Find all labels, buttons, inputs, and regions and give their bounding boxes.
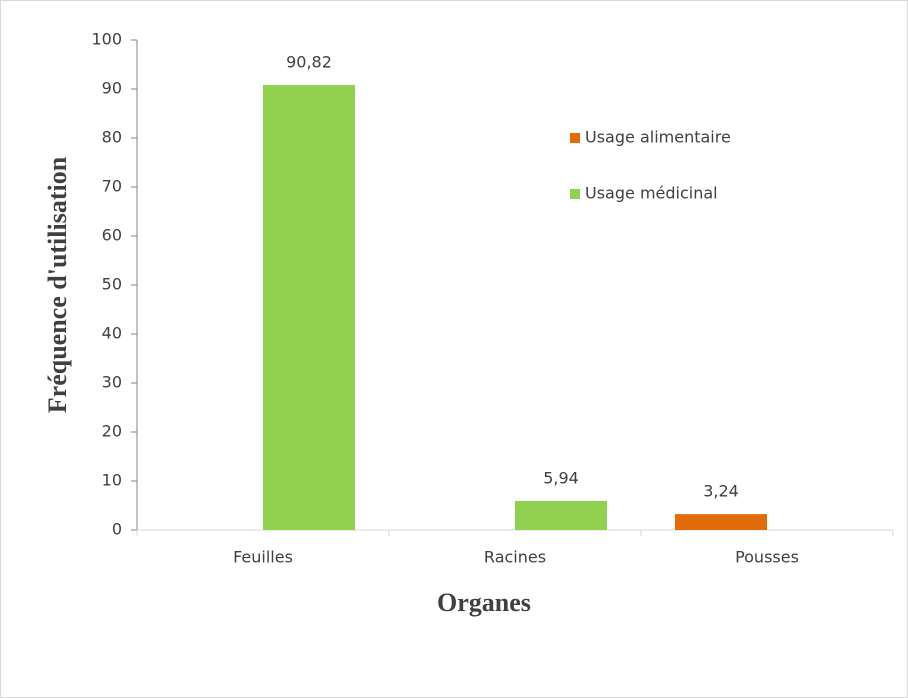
- x-tick-label: Pousses: [735, 548, 799, 567]
- y-axis-title: Fréquence d'utilisation: [43, 156, 72, 413]
- y-tick-label: 60: [102, 226, 122, 245]
- y-tick-label: 40: [102, 324, 122, 343]
- y-tick-label: 90: [102, 79, 122, 98]
- x-tick-label: Feuilles: [233, 548, 293, 567]
- bar: [515, 500, 607, 530]
- value-label: 5,94: [543, 468, 579, 487]
- bar: [675, 514, 767, 530]
- legend-label: Usage médicinal: [585, 184, 718, 203]
- y-tick-label: 30: [102, 373, 122, 392]
- legend-swatch: [570, 189, 580, 199]
- y-tick-label: 50: [102, 275, 122, 294]
- y-tick-label: 80: [102, 128, 122, 147]
- legend-swatch: [570, 133, 580, 143]
- y-tick-label: 20: [102, 422, 122, 441]
- bar: [263, 84, 355, 531]
- x-tick-label: Racines: [484, 548, 546, 567]
- y-tick-label: 100: [91, 30, 122, 49]
- y-tick-label: 10: [102, 471, 122, 490]
- y-tick-label: 70: [102, 177, 122, 196]
- x-axis-title: Organes: [437, 588, 531, 617]
- legend-label: Usage alimentaire: [585, 128, 731, 147]
- value-label: 90,82: [286, 52, 332, 71]
- y-tick-label: 0: [112, 520, 122, 539]
- value-label: 3,24: [703, 482, 739, 501]
